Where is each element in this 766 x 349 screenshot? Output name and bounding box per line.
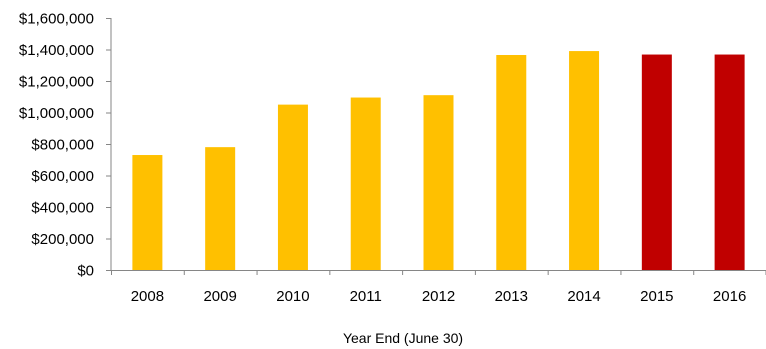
y-tick-label: $1,000,000 [19,105,94,122]
x-axis: 2008 2009 2010 2011 2012 2013 2014 2015 2016 [111,270,766,305]
bar-2010 [277,104,308,270]
y-tick-label: $600,000 [31,168,94,185]
bar-2008 [132,155,163,270]
x-tick-label: 2010 [276,288,309,305]
bar-2014 [569,51,600,271]
x-tick-label: 2012 [422,288,455,305]
x-tick-label: 2013 [495,288,528,305]
bar-2012 [423,95,454,270]
bar-2015 [641,54,672,270]
y-tick-label: $800,000 [31,137,94,154]
y-tick-label: $1,200,000 [19,74,94,91]
y-tick-label: $200,000 [31,231,94,248]
y-axis: $0 $200,000 $400,000 $600,000 $800,000 $1,000… [19,11,112,280]
x-tick-label: 2009 [203,288,236,305]
y-tick-label: $400,000 [31,200,94,217]
x-tick-label: 2016 [713,288,746,305]
y-tick-label: $1,400,000 [19,42,94,59]
y-tick-label: $0 [77,263,94,280]
x-tick-label: 2008 [131,288,164,305]
bar-2016 [714,54,745,270]
bar-2013 [496,55,527,271]
y-tick-label: $1,600,000 [19,11,94,28]
bar-2009 [205,147,236,270]
x-axis-title: Year End (June 30) [343,330,463,346]
bar-2011 [350,97,381,270]
x-tick-label: 2011 [350,288,382,305]
bars [132,51,745,271]
x-tick-label: 2014 [567,288,600,305]
x-tick-label: 2015 [640,288,673,305]
